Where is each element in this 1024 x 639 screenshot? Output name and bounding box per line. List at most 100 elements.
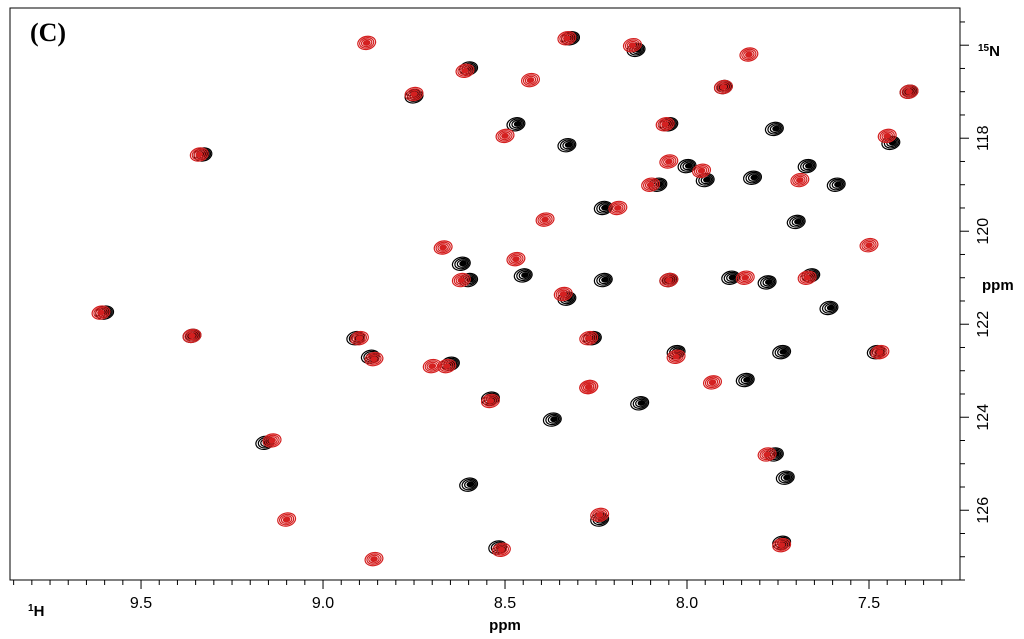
contour-line (262, 433, 282, 448)
contour-line (366, 553, 382, 565)
contour-line (264, 434, 280, 447)
peak-black-14 (506, 117, 526, 132)
contour-line (763, 451, 771, 458)
y-tick-label: 120 (975, 218, 992, 245)
contour-line (779, 348, 788, 355)
peak-red-3 (262, 433, 282, 448)
contour-line (439, 244, 448, 251)
contour-line (542, 412, 562, 427)
contour-line (775, 540, 788, 550)
contour-line (557, 137, 577, 153)
peak-black-43 (775, 470, 795, 485)
contour-line (612, 203, 624, 213)
contour-line (501, 132, 509, 139)
contour-line (655, 117, 675, 132)
x-tick-label: 9.0 (312, 595, 334, 612)
contour-line (801, 273, 813, 283)
contour-line (624, 39, 641, 52)
contour-line (424, 360, 440, 372)
contour-line (562, 140, 574, 150)
peak-red-25 (659, 272, 679, 288)
contour-line (745, 51, 753, 58)
contour-line (886, 138, 898, 147)
peak-red-45 (422, 358, 442, 374)
contour-line (349, 330, 369, 346)
contour-line (513, 120, 522, 127)
contour-line (545, 413, 561, 426)
contour-line (659, 154, 679, 169)
contour-line (433, 240, 453, 255)
contour-line (486, 398, 495, 404)
peak-red-30 (713, 79, 733, 95)
contour-line (547, 414, 560, 424)
contour-line (670, 352, 682, 362)
peak-black-8 (451, 256, 471, 271)
contour-line (559, 139, 576, 151)
contour-line (368, 554, 380, 564)
peaks-layer (91, 31, 919, 567)
peak-red-2 (182, 328, 202, 344)
peak-red-16 (535, 212, 555, 227)
contour-line (819, 300, 839, 316)
peak-black-41 (797, 158, 817, 174)
contour-line (506, 117, 526, 132)
contour-line (646, 181, 655, 188)
contour-line (632, 397, 648, 409)
contour-line (581, 381, 597, 393)
contour-line (876, 349, 884, 356)
peak-black-18 (557, 137, 577, 153)
contour-line (872, 346, 888, 358)
contour-line (759, 448, 775, 461)
contour-line (453, 274, 469, 286)
contour-line (682, 161, 694, 171)
contour-line (370, 356, 378, 363)
contour-line (506, 251, 526, 267)
contour-line (739, 47, 759, 62)
contour-line (541, 216, 549, 223)
contour-line (497, 130, 513, 142)
contour-line (437, 243, 449, 252)
contour-line (800, 160, 816, 172)
contour-line (364, 351, 384, 367)
peak-red-4 (357, 35, 377, 51)
contour-line (482, 395, 499, 407)
y-axis: 118 120 122 124 126 15N ppm (960, 21, 1014, 581)
contour-line (550, 416, 558, 423)
peak-red-11 (455, 63, 475, 79)
contour-line (91, 305, 111, 320)
contour-line (783, 474, 791, 481)
contour-line (499, 131, 511, 141)
peak-red-39 (877, 128, 897, 144)
contour-line (279, 513, 295, 526)
contour-line (459, 260, 467, 267)
contour-line (512, 256, 520, 263)
contour-line (664, 277, 673, 284)
x-tick-label: 9.5 (130, 595, 152, 612)
contour-line (456, 259, 469, 268)
peak-red-27 (666, 349, 686, 365)
peak-red-14 (491, 542, 511, 557)
x-tick-label: 8.0 (676, 595, 698, 612)
contour-line (692, 163, 712, 178)
contour-line (535, 212, 555, 227)
peak-red-13 (495, 128, 515, 144)
y-tick-label: 126 (975, 497, 992, 524)
peak-red-18 (553, 286, 573, 302)
contour-line (772, 537, 792, 553)
peak-red-12 (480, 393, 500, 409)
contour-line (792, 174, 808, 186)
contour-line (713, 79, 733, 95)
contour-line (663, 275, 675, 285)
contour-line (451, 256, 471, 271)
contour-line (644, 180, 657, 190)
contour-line (777, 347, 789, 357)
contour-line (664, 158, 673, 165)
contour-line (455, 63, 475, 79)
contour-line (697, 167, 706, 174)
contour-line (795, 177, 804, 184)
contour-line (457, 277, 466, 284)
peak-black-38 (764, 121, 784, 137)
contour-line (561, 33, 573, 43)
contour-line (593, 272, 613, 288)
